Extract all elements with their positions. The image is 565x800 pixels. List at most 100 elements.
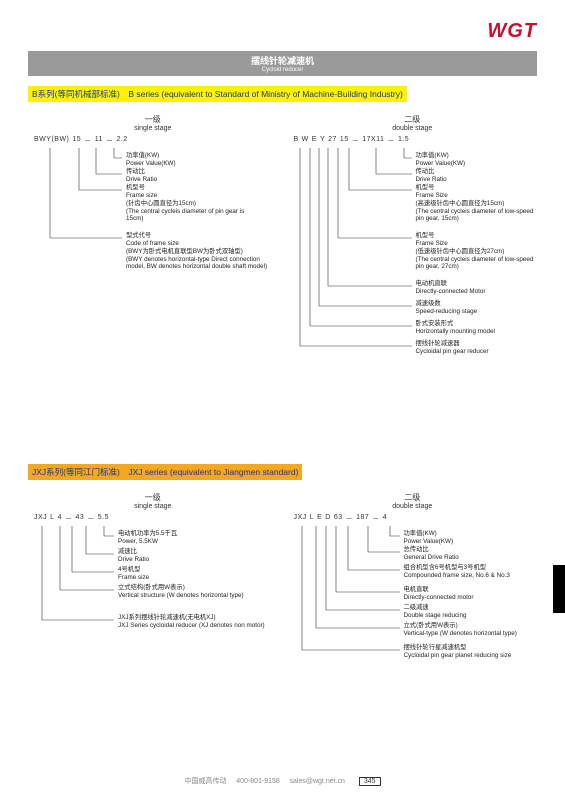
desc-en: Vertical-type (W denotes horizontal type…	[404, 630, 534, 638]
desc-cn: 传动比	[126, 168, 157, 176]
code-seg: BWY(BW)	[34, 136, 69, 146]
desc-en: Power Value(KW)	[404, 538, 454, 546]
desc-en: Compounded frame size, No.6 & No.3	[404, 572, 534, 580]
title-cn: 摆线针轮减速机	[28, 54, 537, 67]
desc-en: Horizontally mounting model	[416, 328, 495, 336]
desc-en: Cycloidal pin gear reducer	[416, 348, 489, 356]
desc-cn: 电动机直联	[416, 280, 486, 288]
code-seg: －	[372, 514, 380, 524]
desc-item: 电动机功率为5.5千瓦Power, 5.5KW	[118, 530, 177, 546]
code-seg: －	[387, 136, 395, 146]
desc-en: (BWY denotes horizontal-type Direct conn…	[126, 256, 271, 272]
code-seg: －	[352, 136, 360, 146]
desc-en: (The central cycleis diameter of low-spe…	[416, 256, 536, 272]
footer-phone: 400-801-9158	[236, 778, 280, 785]
code-seg: 43	[75, 514, 84, 524]
desc-cn: 型式代号	[126, 232, 271, 240]
desc-item: 摆线针轮行星减速机型Cycloidal pin gear planet redu…	[404, 644, 534, 660]
code-seg: E	[312, 136, 317, 146]
code-seg: 15	[340, 136, 349, 146]
desc-item: 立式(卧式用W表示)Vertical-type (W denotes horiz…	[404, 622, 534, 638]
desc-item: 卧式安装形式Horizontally mounting model	[416, 320, 495, 336]
page-number: 345	[359, 777, 381, 786]
desc-en: (The central cycleis diameter of pin gea…	[126, 208, 256, 224]
code-seg: 5.5	[98, 514, 109, 524]
code-seg: JXJ	[294, 514, 307, 524]
desc-item: 功率值(KW)Power Value(KW)	[416, 152, 466, 168]
desc-en: Drive Ratio	[118, 556, 149, 564]
jxj-series-header: JXJ系列(等同江门标准) JXJ series (equivalent to …	[28, 464, 302, 480]
code-seg: －	[84, 136, 92, 146]
desc-en: Power, 5.5KW	[118, 538, 177, 546]
desc-item: 机型号Frame Size(低速级针齿中心圆直径为27cm)(The centr…	[416, 232, 536, 271]
desc-cn: 摆线针轮行星减速机型	[404, 644, 534, 652]
desc-item: 减速级数Speed-reducing stage	[416, 300, 478, 316]
code-seg: 17X11	[362, 136, 384, 146]
desc-item: 电动机直联Directly-connected Motor	[416, 280, 486, 296]
code-seg: 63	[334, 514, 343, 524]
desc-item: JXJ系列摆线针轮减速机(无电机XJ)JXJ Series cycloidal …	[118, 614, 268, 630]
desc-en: (The central cycleis diameter of low-spe…	[416, 208, 536, 224]
desc-cn: (BWY为卧式电机直联型BW为卧式双轴型)	[126, 248, 271, 256]
desc-cn: 电机直联	[404, 586, 474, 594]
code-row: JXJ L 4 － 43 － 5.5	[34, 514, 278, 524]
code-seg: L	[310, 514, 314, 524]
desc-cn: 功率值(KW)	[416, 152, 466, 160]
desc-en: Frame Size	[416, 192, 536, 200]
desc-cn: 立式结构(卧式用W表示)	[118, 584, 258, 592]
desc-en: Power Value(KW)	[416, 160, 466, 168]
code-row: BWY(BW) 15 － 11 － 2.2	[34, 136, 278, 146]
desc-en: Drive Ratio	[416, 176, 447, 184]
code-seg: 187	[356, 514, 369, 524]
desc-en: Power Value(KW)	[126, 160, 176, 168]
stage-cn: 一级	[28, 492, 278, 503]
desc-en: General Drive Ratio	[404, 554, 459, 562]
brand-logo: WGT	[28, 20, 537, 43]
desc-cn: 卧式安装形式	[416, 320, 495, 328]
stage-cn: 一级	[28, 114, 278, 125]
code-seg: W	[302, 136, 309, 146]
desc-item: 功率值(KW)Power Value(KW)	[126, 152, 176, 168]
code-row: JXJ L E D 63 － 187 － 4	[294, 514, 538, 524]
desc-item: 二级减速Double stage reducing	[404, 604, 467, 620]
code-seg: －	[106, 136, 114, 146]
code-seg: －	[65, 514, 73, 524]
code-seg: 11	[95, 136, 103, 146]
desc-item: 组合机型含6号机型与3号机型Compounded frame size, No.…	[404, 564, 534, 580]
code-row: B W E Y 27 15 － 17X11 － 1.5	[294, 136, 538, 146]
b-series-columns: 一级 single stage BWY(BW) 15 － 11 － 2.2	[28, 114, 537, 396]
desc-cn: 电动机功率为5.5千瓦	[118, 530, 177, 538]
code-seg: 27	[328, 136, 337, 146]
desc-en: Directly-connected motor	[404, 594, 474, 602]
code-seg: －	[87, 514, 95, 524]
code-seg: E	[317, 514, 322, 524]
code-seg: Y	[320, 136, 325, 146]
b-single-column: 一级 single stage BWY(BW) 15 － 11 － 2.2	[28, 114, 278, 396]
stage-title: 二级 double stage	[288, 492, 538, 510]
desc-cn: 立式(卧式用W表示)	[404, 622, 534, 630]
desc-en: Directly-connected Motor	[416, 288, 486, 296]
stage-en: double stage	[288, 125, 538, 132]
desc-item: 总传动比General Drive Ratio	[404, 546, 459, 562]
b-series-header: B系列(等同机械部标准) B series (equivalent to Sta…	[28, 86, 407, 102]
desc-item: 机型号Frame Size(高速级针齿中心圆直径为15cm)(The centr…	[416, 184, 536, 223]
desc-cn: 摆线针轮减速器	[416, 340, 489, 348]
desc-item: 立式结构(卧式用W表示)Vertical structure (W denote…	[118, 584, 258, 600]
desc-en: Vertical structure (W denotes horizontal…	[118, 592, 258, 600]
jxj-series-columns: 一级 single stage JXJ L 4 － 43 － 5.5	[28, 492, 537, 704]
code-seg: L	[50, 514, 54, 524]
b-double-column: 二级 double stage B W E Y 27 15 － 17X11 － …	[288, 114, 538, 396]
desc-en: Frame size	[118, 574, 149, 582]
desc-en: Double stage reducing	[404, 612, 467, 620]
footer-company: 中国威高传动	[184, 778, 226, 785]
desc-en: Speed-reducing stage	[416, 308, 478, 316]
jxj-double-column: 二级 double stage JXJ L E D 63 － 187 － 4	[288, 492, 538, 704]
code-seg: B	[294, 136, 299, 146]
stage-title: 二级 double stage	[288, 114, 538, 132]
code-seg: D	[325, 514, 331, 524]
document-title-bar: 摆线针轮减速机 Cycloid reducer	[28, 51, 537, 76]
code-seg: －	[346, 514, 354, 524]
desc-en: JXJ Series cycloidal reducer (XJ denotes…	[118, 622, 268, 630]
desc-cn: 减速比	[118, 548, 149, 556]
desc-item: 功率值(KW)Power Value(KW)	[404, 530, 454, 546]
